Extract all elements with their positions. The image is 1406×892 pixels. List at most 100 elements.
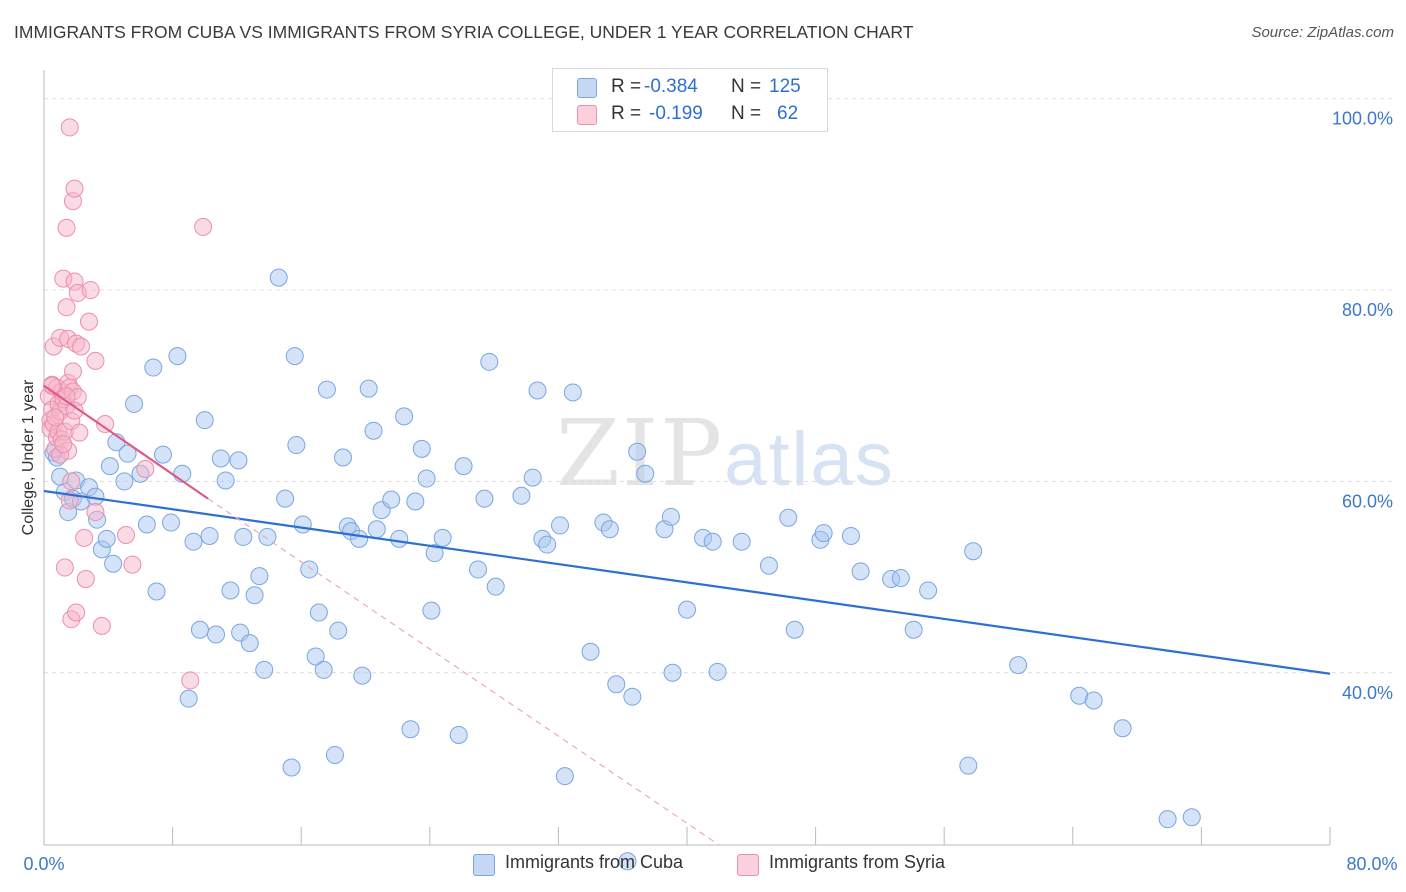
syria-point <box>71 337 90 356</box>
cuba-point <box>269 268 288 287</box>
cuba-point <box>125 394 144 413</box>
legend-r-label: R = <box>611 103 642 124</box>
legend-r-value: -0.384 <box>644 76 698 97</box>
cuba-point <box>475 489 494 508</box>
syria-point <box>65 401 84 420</box>
syria-point <box>43 376 62 395</box>
cuba-point <box>417 469 436 488</box>
cuba-point <box>628 442 647 461</box>
cuba-point <box>200 526 219 545</box>
legend-n-label: N = <box>731 103 762 124</box>
bottom-legend-swatch-syria <box>737 854 759 876</box>
cuba-point <box>663 663 682 682</box>
cuba-point <box>732 532 751 551</box>
cuba-point <box>759 556 778 575</box>
cuba-point <box>851 562 870 581</box>
cuba-point <box>814 524 833 543</box>
cuba-point <box>607 675 626 694</box>
cuba-point <box>190 620 209 639</box>
cuba-point <box>195 411 214 430</box>
x-tick-label: 0.0% <box>23 854 64 874</box>
watermark: ZIPatlas <box>556 400 895 507</box>
cuba-point <box>309 603 328 622</box>
syria-point <box>116 526 135 544</box>
cuba-point <box>282 758 301 777</box>
cuba-point <box>390 529 409 548</box>
syria-point <box>92 616 111 635</box>
syria-point <box>70 423 89 442</box>
cuba-point <box>317 380 336 399</box>
cuba-point <box>412 439 431 458</box>
cuba-point <box>276 489 295 508</box>
cuba-point <box>97 529 116 548</box>
cuba-point <box>179 689 198 708</box>
cuba-point <box>245 586 264 605</box>
legend-swatch-cuba <box>577 78 597 98</box>
cuba-point <box>350 529 369 548</box>
correlation-legend: R = -0.384 N = 125 R = -0.199 N = 62 <box>552 68 828 132</box>
syria-point <box>62 472 81 491</box>
cuba-point <box>287 436 306 455</box>
syria-point <box>96 415 115 434</box>
legend-n-value: 62 <box>777 103 799 124</box>
cuba-point <box>703 532 722 551</box>
cuba-point <box>528 381 547 400</box>
syria-point <box>46 408 65 427</box>
syria-point <box>81 281 100 300</box>
syria-point <box>194 217 213 236</box>
cuba-point <box>919 581 938 600</box>
bottom-legend-label-cuba: Immigrants from Cuba <box>505 852 684 872</box>
cuba-point <box>329 621 348 640</box>
cuba-point <box>118 444 137 463</box>
cuba-point <box>422 601 441 620</box>
cuba-point <box>285 347 304 366</box>
cuba-point <box>221 581 240 600</box>
cuba-point <box>293 515 312 534</box>
cuba-point <box>333 448 352 467</box>
cuba-point <box>1182 808 1201 827</box>
cuba-point <box>104 554 123 573</box>
cuba-point <box>240 634 259 653</box>
cuba-point <box>115 472 134 491</box>
cuba-point <box>211 449 230 468</box>
cuba-point <box>708 662 727 681</box>
cuba-point <box>523 468 542 487</box>
syria-point <box>76 570 95 589</box>
y-axis-label: College, Under 1 year <box>20 379 37 535</box>
syria-point <box>65 179 84 198</box>
cuba-point <box>382 490 401 509</box>
syria-point <box>63 362 82 381</box>
cuba-point <box>1113 719 1132 738</box>
syria-point <box>75 528 94 547</box>
watermark-atlas: atlas <box>724 417 895 502</box>
cuba-point <box>406 492 425 511</box>
legend-n-label: N = <box>731 76 762 97</box>
chart-title: IMMIGRANTS FROM CUBA VS IMMIGRANTS FROM … <box>14 22 914 42</box>
cuba-point <box>480 352 499 371</box>
syria-point <box>80 312 99 331</box>
cuba-point <box>314 660 333 679</box>
syria-point <box>86 503 105 522</box>
cuba-trend-line <box>43 489 1331 675</box>
cuba-point <box>250 567 269 586</box>
bottom-legend-label-syria: Immigrants from Syria <box>769 852 946 872</box>
cuba-point <box>433 528 452 547</box>
cuba-point <box>678 600 696 619</box>
cuba-point <box>618 852 637 871</box>
cuba-point <box>512 486 531 505</box>
syria-point <box>86 351 105 370</box>
cuba-point <box>563 383 582 402</box>
cuba-point <box>1084 691 1103 710</box>
cuba-point <box>555 767 574 786</box>
y-tick-label: 60.0% <box>1342 491 1393 511</box>
cuba-point <box>600 520 619 539</box>
syria-point <box>54 435 73 454</box>
cuba-point <box>234 527 253 546</box>
cuba-point <box>964 542 983 561</box>
y-tick-label: 100.0% <box>1332 109 1393 129</box>
cuba-point <box>636 464 655 483</box>
cuba-point <box>425 544 444 563</box>
cuba-point <box>100 457 119 476</box>
cuba-point <box>207 625 226 644</box>
